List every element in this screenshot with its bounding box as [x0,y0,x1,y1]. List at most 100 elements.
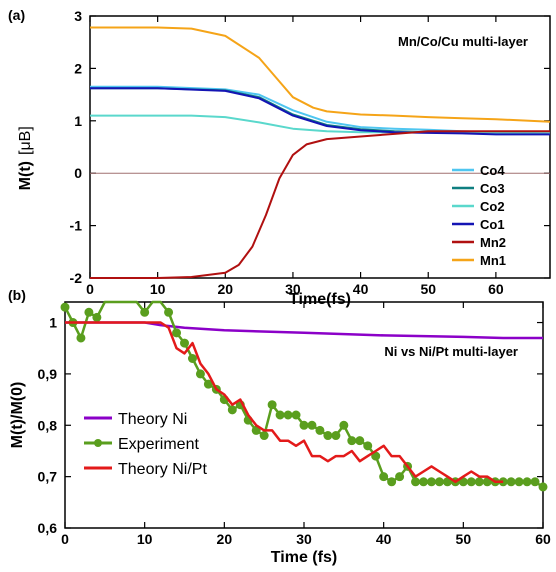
legend-label: Co2 [480,199,505,214]
x-tick-label: 20 [217,531,233,547]
x-tick-label: 10 [137,531,153,547]
axis-ticks-b: 0 10 20 30 40 50 60 0,6 0,7 0,8 0,9 1 [38,302,551,547]
y-axis-label-a: M(t) [μB] [17,126,34,190]
y-tick-label: 0 [74,165,82,181]
data-point-experiment [323,431,333,441]
data-point-experiment [267,400,277,410]
x-tick-label: 60 [535,531,551,547]
data-point-experiment [347,436,357,446]
data-point-experiment [275,410,285,420]
series-line-experiment [63,300,544,488]
data-point-experiment [283,410,293,420]
data-point-experiment [331,431,341,441]
data-point-experiment [474,477,484,487]
y-axis-label-a-main: M(t) [17,161,34,190]
legend-label: Mn2 [480,235,506,250]
legend-label: Co3 [480,181,505,196]
x-axis-label-a: Time(fs) [289,291,351,308]
data-point-experiment [355,436,365,446]
x-tick-label: 50 [456,531,472,547]
y-tick-label: 0,9 [38,366,58,382]
series-group-b [60,300,548,492]
data-point-experiment [227,405,237,415]
legend-label: Co4 [480,163,505,178]
data-point-experiment [76,333,86,343]
annotation-b: Ni vs Ni/Pt multi-layer [384,344,518,359]
data-point-experiment [538,482,548,492]
series-line-mn1 [90,26,551,123]
data-point-experiment [387,477,397,487]
legend-b: Theory Ni Experiment Theory Ni/Pt [84,411,207,478]
legend-marker [94,439,102,447]
x-tick-label: 60 [488,281,504,297]
legend-label: Theory Ni [118,411,187,428]
data-point-experiment [522,477,532,487]
data-point-experiment [315,425,325,435]
data-point-experiment [514,477,524,487]
x-tick-label: 20 [218,281,234,297]
legend-label: Co1 [480,217,505,232]
data-point-experiment [395,472,405,482]
x-tick-label: 0 [86,281,94,297]
y-tick-label: 2 [74,60,82,76]
y-tick-label: 1 [74,113,82,129]
data-point-experiment [187,354,197,363]
x-tick-label: 30 [296,531,312,547]
y-tick-label: 0,7 [38,469,58,485]
legend-label: Theory Ni/Pt [118,461,207,478]
data-point-experiment [466,477,476,487]
data-point-experiment [426,477,436,487]
data-point-experiment [339,420,349,430]
x-tick-label: 0 [61,531,69,547]
x-tick-label: 30 [285,281,301,297]
chart-panel-a: 0 10 20 30 40 50 60 -2 -1 0 1 2 3 Co4 Co3 Co2 Co1 Mn2 Mn1… [8,7,551,308]
y-tick-label: 1 [49,315,57,331]
data-point-experiment [379,472,389,482]
data-point-experiment [530,477,540,487]
legend-label: Mn1 [480,253,506,268]
data-point-experiment [259,431,269,441]
annotation-a: Mn/Co/Cu multi-layer [398,34,528,49]
axis-ticks-a: 0 10 20 30 40 50 60 -2 -1 0 1 2 3 [70,8,550,297]
plot-frame-a [89,15,551,279]
series-line-co1 [90,87,550,136]
y-tick-label: 0,8 [38,417,58,433]
y-axis-label-b: M(t)/M(0) [9,382,26,449]
data-point-experiment [195,369,205,379]
data-point-experiment [299,420,309,430]
x-tick-label: 10 [150,281,166,297]
series-line-theory-ni-pt [65,321,504,484]
data-point-experiment [140,307,150,317]
x-axis-label-b: Time (fs) [271,549,337,566]
data-point-experiment [291,410,301,420]
legend-a: Co4 Co3 Co2 Co1 Mn2 Mn1 [452,163,506,268]
data-point-experiment [180,338,189,348]
data-point-experiment [164,307,174,317]
data-point-experiment [411,477,421,487]
data-point-experiment [363,441,373,451]
data-point-experiment [419,477,428,487]
x-tick-label: 40 [353,281,369,297]
data-point-experiment [60,302,70,312]
x-tick-label: 40 [376,531,392,547]
chart-panel-b: 0 10 20 30 40 50 60 0,6 0,7 0,8 0,9 1 Theory Ni Expe… [8,287,551,566]
y-tick-label: -1 [70,218,83,234]
series-group-a [90,26,551,279]
data-point-experiment [84,307,94,317]
y-tick-label: 3 [74,8,82,24]
y-tick-label: -2 [70,270,83,286]
legend-label: Experiment [118,436,199,453]
data-point-experiment [307,420,317,430]
data-point-experiment [506,477,516,487]
y-tick-label: 0,6 [38,520,58,536]
y-axis-label-a-unit: [μB] [17,126,34,155]
x-tick-label: 50 [420,281,436,297]
panel-label-a: (a) [8,7,25,23]
series-line-theory-ni [65,321,543,340]
data-point-experiment [92,312,102,322]
series-line-mn2 [90,130,550,279]
data-point-experiment [434,477,444,487]
data-point-experiment [172,328,182,338]
panel-label-b: (b) [8,287,26,303]
